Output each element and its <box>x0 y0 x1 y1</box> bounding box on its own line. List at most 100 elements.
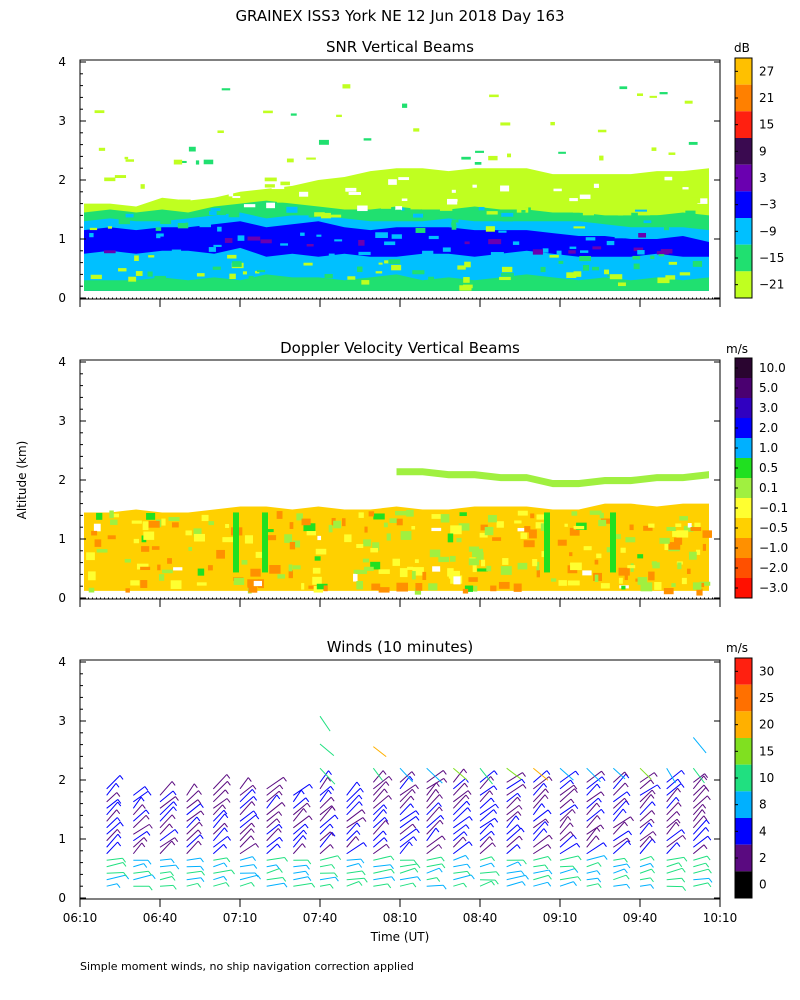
wind-barb-flag <box>197 799 202 804</box>
doppler-speckle-cell <box>468 558 480 566</box>
wind-barb-flag <box>122 858 126 863</box>
snr-speckle-cell <box>663 197 671 201</box>
wind-barb <box>293 864 307 868</box>
wind-barb <box>639 801 653 816</box>
doppler-speckle-cell <box>253 580 263 587</box>
snr-speckle-cell <box>516 207 529 213</box>
wind-barb <box>159 837 176 848</box>
doppler-speckle-cell <box>400 531 412 540</box>
wind-barb-flag <box>331 805 336 810</box>
doppler-speckle-cell <box>94 539 102 547</box>
wind-barb <box>373 868 392 874</box>
wind-barb-flag <box>251 822 255 828</box>
snr-speckle-cell <box>579 256 592 262</box>
wind-barb-flag <box>196 816 201 822</box>
wind-barb <box>639 868 652 874</box>
doppler-speckle-cell <box>372 542 380 551</box>
wind-barb-flag <box>172 885 177 890</box>
doppler-speckle-cell <box>462 588 469 594</box>
snr-speckle-cell <box>485 226 495 232</box>
wind-barb-flag <box>442 884 447 890</box>
wind-barb <box>479 862 492 868</box>
doppler-speckle-cell <box>594 574 599 583</box>
wind-barb-flag <box>224 813 229 819</box>
wind-barb-flag <box>145 809 150 815</box>
snr-speckle-cell <box>90 274 102 280</box>
snr-speckle-cell <box>556 250 562 256</box>
wind-barb <box>453 816 470 829</box>
wind-barb-flag <box>678 862 683 868</box>
wind-barb-flag <box>200 866 205 871</box>
wind-barb <box>586 870 598 874</box>
snr-speckle-cell <box>568 230 578 233</box>
wind-barb-flag <box>569 822 574 828</box>
wind-barb-flag <box>363 842 367 847</box>
wind-barb <box>426 827 437 842</box>
wind-barb-flag <box>708 868 712 874</box>
wind-barb-flag <box>650 884 655 889</box>
wind-barb-flag <box>382 770 387 775</box>
snr-speckle-cell <box>439 208 453 211</box>
wind-barb-flag <box>435 782 440 787</box>
wind-barb-upper <box>319 715 331 732</box>
doppler-speckle-cell <box>502 558 509 565</box>
wind-barb-flag <box>358 881 363 886</box>
wind-barb-flag <box>648 822 653 828</box>
colorbar-label: −3.0 <box>759 581 788 595</box>
wind-barb-flag <box>468 816 473 821</box>
y-tick-label: 1 <box>58 232 66 246</box>
wind-barb <box>692 815 705 829</box>
snr-speckle-cell <box>109 183 116 186</box>
wind-barb-flag <box>199 803 204 808</box>
wind-barb <box>133 790 149 803</box>
wind-barb-flag <box>356 830 361 835</box>
snr-echo-cell <box>217 130 224 134</box>
colorbar-label: 8 <box>759 798 767 812</box>
wind-barb-flag <box>490 830 495 836</box>
wind-barb-flag <box>465 794 470 800</box>
wind-barb <box>639 818 652 829</box>
wind-barb <box>426 856 442 861</box>
wind-barb <box>239 777 249 790</box>
snr-echo-cell <box>474 161 482 165</box>
snr-echo-cell <box>318 139 329 145</box>
wind-barb-flag <box>252 856 256 861</box>
wind-barb-flag <box>494 817 499 823</box>
snr-speckle-cell <box>628 284 639 288</box>
snr-echo-cell <box>290 113 297 116</box>
wind-barb-flag <box>385 843 390 849</box>
wind-barb-flag <box>302 835 307 840</box>
wind-barb-flag <box>224 789 229 795</box>
wind-barb <box>559 788 575 803</box>
snr-title: SNR Vertical Beams <box>326 38 474 56</box>
wind-barb-flag <box>223 862 228 868</box>
wind-barb-flag <box>518 835 523 841</box>
doppler-speckle-cell <box>690 527 702 531</box>
wind-barb-flag <box>682 886 687 891</box>
wind-barb <box>693 795 708 809</box>
snr-speckle-cell <box>178 199 191 205</box>
doppler-speckle-cell <box>88 587 95 593</box>
wind-barb <box>186 834 201 848</box>
wind-barb <box>479 822 491 835</box>
wind-barb <box>266 811 279 822</box>
wind-barb-flag <box>141 842 146 848</box>
snr-speckle-cell <box>334 239 343 242</box>
wind-barb-flag <box>681 868 686 873</box>
wind-barb <box>372 817 386 829</box>
wind-barb-flag <box>624 782 629 788</box>
snr-echo-cell <box>649 95 657 98</box>
wind-barb-flag <box>574 804 579 809</box>
wind-barb <box>159 801 175 816</box>
doppler-speckle-cell <box>459 512 467 517</box>
snr-speckle-cell <box>224 238 233 243</box>
wind-barb <box>266 818 278 829</box>
wind-barb-upper <box>506 767 522 780</box>
wind-barb-flag <box>390 868 395 874</box>
wind-barb <box>186 870 202 874</box>
wind-barb-flag <box>440 815 445 820</box>
wind-barb-flag <box>600 809 605 814</box>
snr-speckle-cell <box>664 176 673 181</box>
snr-echo-cell <box>688 141 698 145</box>
